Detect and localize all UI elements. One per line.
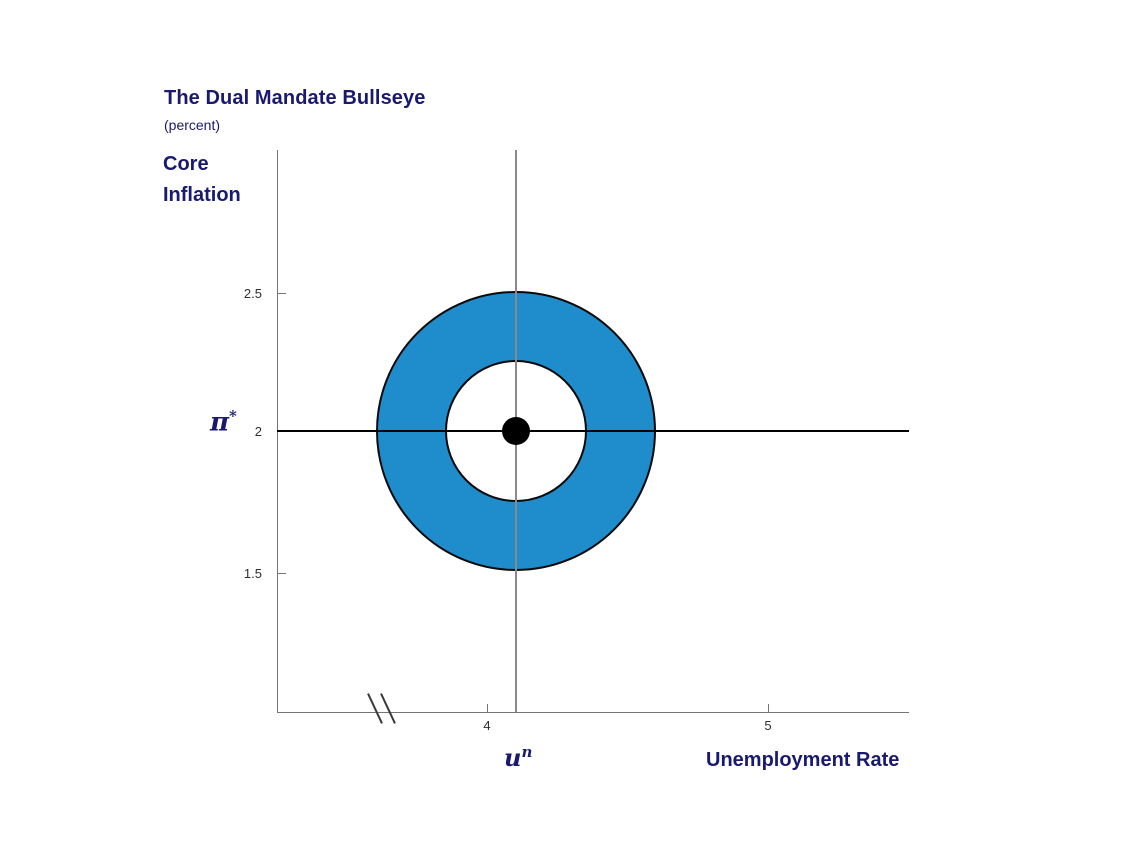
axis-break-icon (380, 693, 396, 724)
chart-title: The Dual Mandate Bullseye (164, 87, 426, 109)
x-axis-title: Unemployment Rate (706, 749, 900, 771)
y-tick-label-2: 2 (254, 424, 262, 439)
x-tick-label-4: 4 (483, 718, 491, 733)
x-axis (277, 712, 909, 713)
inflation-target-line (277, 430, 909, 432)
x-tick-label-5: 5 (764, 718, 772, 733)
u-symbol: u (504, 743, 522, 772)
y-tick-label-1-5: 1.5 (243, 566, 262, 581)
pi-star-label: π* (210, 407, 237, 438)
bullseye-center-dot (502, 417, 530, 445)
u-n-superscript: n (521, 743, 533, 761)
pi-symbol: π (210, 407, 230, 438)
x-tick-4 (487, 704, 488, 712)
y-axis-title-line1: Core (163, 153, 209, 175)
y-tick-1-5 (278, 573, 286, 574)
y-axis-title-line2: Inflation (163, 184, 241, 206)
x-tick-5 (768, 704, 769, 712)
y-tick-2-5 (278, 293, 286, 294)
y-tick-label-2-5: 2.5 (243, 286, 262, 301)
u-n-label: un (504, 743, 532, 772)
pi-star-superscript: * (229, 407, 237, 425)
chart-subtitle: (percent) (164, 117, 221, 133)
axis-break-icon (367, 693, 383, 724)
